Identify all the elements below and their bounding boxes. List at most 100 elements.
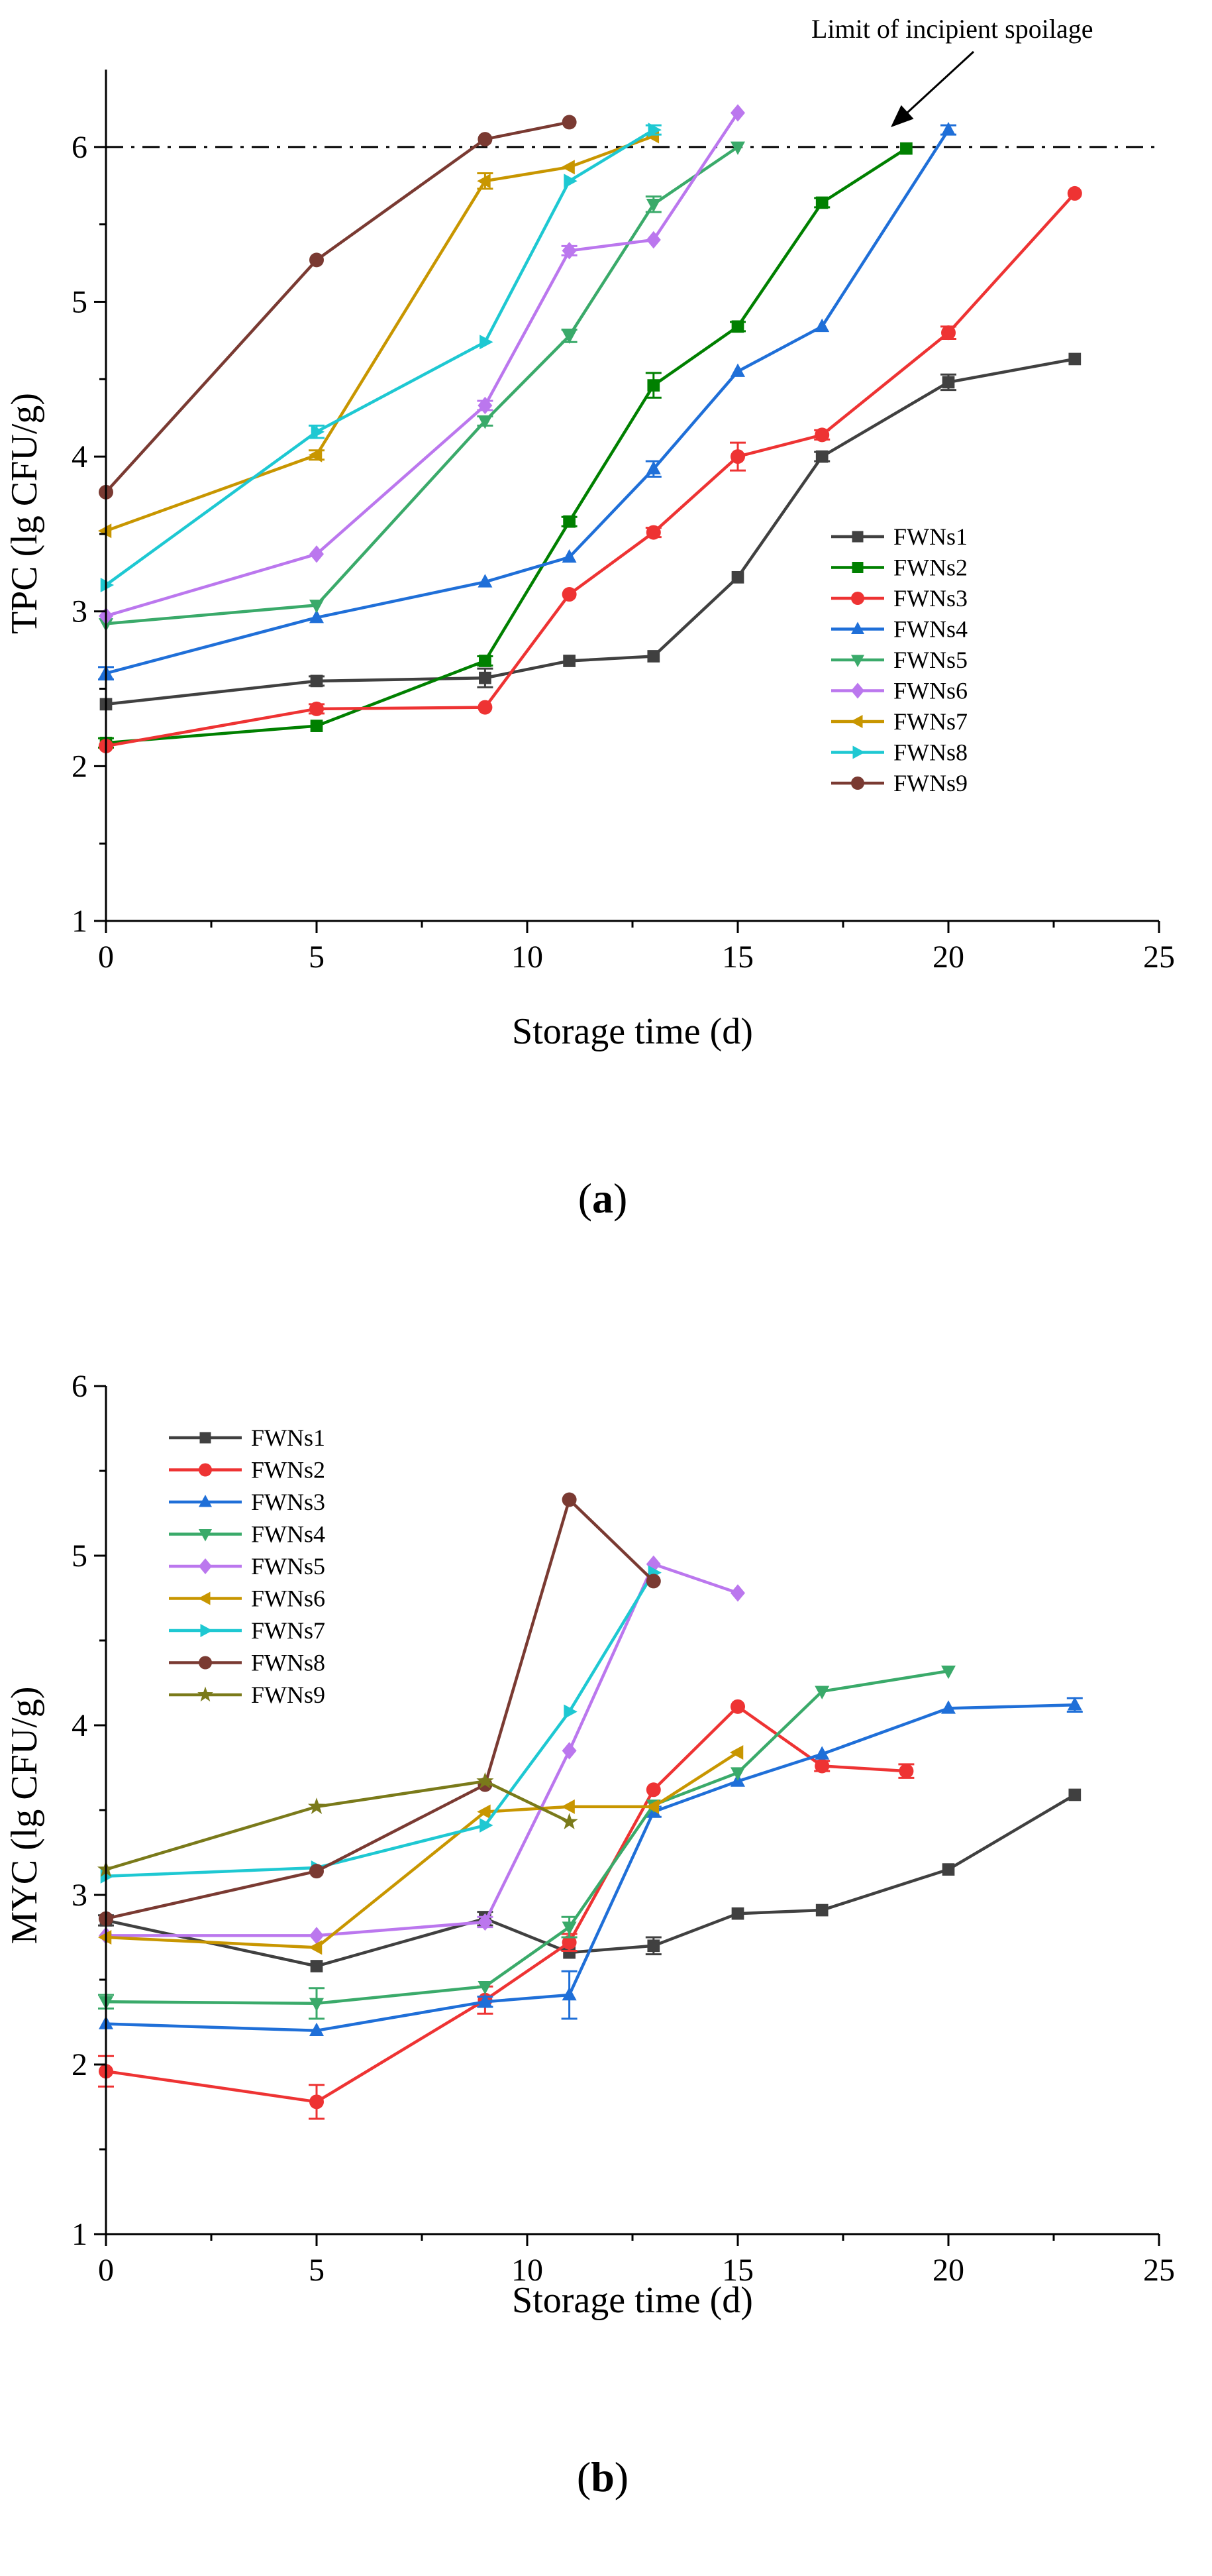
panel-a-data-point [309,252,324,268]
panel-a-data-point [478,396,493,415]
panel-b-legend-marker [199,1656,212,1670]
panel-b-data-point [731,1699,745,1714]
panel-a-data-point [309,609,324,623]
panel-b-legend-marker [199,1558,212,1574]
panel-b-legend-marker [200,1624,213,1637]
panel-a-series-line [105,121,570,494]
panel-b-data-point [646,1574,661,1589]
panel-b-legend-item: FWNs1 [169,1424,325,1451]
panel-b-data-point [646,1782,661,1798]
panel-a-y-tick-label: 4 [72,439,87,474]
panel-a-spoilage-annotation: Limit of incipient spoilage [811,14,1093,44]
panel-a-y-tick-label: 1 [72,904,87,939]
panel-a-legend-marker [850,715,863,728]
panel-b-legend-item: FWNs8 [169,1650,325,1676]
panel-b-y-tick-label: 1 [72,2217,87,2252]
panel-b-series-line [106,1562,738,1937]
panel-b-data-point [731,1767,745,1781]
panel-b-data-point [562,1492,577,1507]
panel-a-series-FWNs6 [99,104,745,625]
panel-b-legend-item: FWNs3 [169,1489,325,1515]
panel-b-legend-item: FWNs9 [169,1682,325,1708]
panel-a-data-point [900,142,913,155]
panel-a-data-point [731,449,745,464]
panel-a-legend-item: FWNs3 [831,585,968,612]
panel-a-y-tick-label: 3 [72,594,87,629]
panel-b-data-point [477,1804,491,1819]
panel-a-data-point [564,174,578,189]
panel-a-series-line [105,129,950,675]
panel-b-x-tick-label: 10 [511,2253,543,2288]
panel-b-y-tick-label: 2 [72,2047,87,2082]
panel-b-legend-label: FWNs5 [251,1553,325,1580]
panel-a-data-point [311,424,325,439]
panel-a-data-point [310,674,323,688]
panel-a-data-point [479,655,491,667]
panel-b-y-tick-label: 6 [72,1369,87,1404]
panel-a-data-point [941,325,956,341]
panel-a-data-point [479,671,491,684]
panel-a-label: (a) [578,1175,628,1222]
panel-b-data-point [941,1700,956,1714]
panel-a-legend-item: FWNs9 [831,770,968,796]
panel-b-data-point [562,1742,577,1760]
panel-a-series-line [105,112,739,617]
panel-a-data-point [815,196,829,209]
panel-a-data-point [477,174,491,189]
panel-a-data-point [942,376,955,389]
panel-a-series-FWNs3 [99,186,1082,753]
panel-a-annotation-arrowhead [891,105,914,127]
panel-a-data-point [646,460,661,475]
panel-b-legend-label: FWNs1 [251,1424,325,1451]
panel-a-x-tick-label: 10 [511,939,543,975]
panel-a-data-point [1068,352,1082,366]
panel-a-data-point [646,525,661,540]
panel-b-data-point [731,1907,744,1920]
panel-a-legend-label: FWNs2 [893,555,968,581]
panel-b-data-point [561,1799,575,1814]
panel-a-x-tick-label: 15 [722,939,754,975]
panel-b-data-point [310,1960,323,1972]
panel-a-series-line [105,145,739,625]
panel-b-series-FWNs6 [97,1744,744,1955]
panel-b-data-point [815,1758,830,1774]
panel-a-legend-item: FWNs4 [831,616,968,643]
panel-b-legend-label: FWNs7 [251,1617,325,1644]
panel-b-series-FWNs5 [99,1555,745,1945]
panel-b-y-tick-label: 5 [72,1538,87,1574]
panel-a-y-tick-label: 2 [72,749,87,784]
panel-b-legend-label: FWNs6 [251,1585,325,1612]
panel-b-series-line [105,1669,949,2006]
panel-b-data-point [941,1665,956,1680]
panel-a-annotation-arrow [899,50,975,121]
panel-a-data-point [815,427,830,443]
panel-a-y-tick-label: 6 [72,130,87,165]
panel-b-legend-marker [199,1495,212,1507]
panel-a-data-point [563,515,576,528]
panel-b-legend-marker [199,1463,212,1477]
panel-b-legend-item: FWNs2 [169,1457,325,1483]
panel-b-data-point [1067,1697,1082,1711]
panel-a-data-point [731,141,745,155]
panel-a-data-point [941,122,956,136]
panel-a-data-point [731,570,744,584]
panel-a-legend-label: FWNs7 [893,708,968,735]
panel-b-data-point [308,1940,323,1955]
panel-b-series-FWNs4 [98,1665,956,2020]
panel-a-y-axis-title: TPC (lg CFU/g) [4,393,45,634]
panel-a-legend-marker [851,592,864,605]
panel-b-data-point [309,1998,324,2012]
panel-a-legend-item: FWNs8 [831,739,968,766]
panel-b-y-axis-title: MYC (lg CFU/g) [4,1687,45,1945]
panel-b-data-point [560,1813,578,1829]
panel-b-legend-marker [197,1686,213,1702]
panel-a-legend-label: FWNs3 [893,585,968,612]
panel-b-data-point [563,1946,576,1959]
panel-a-data-point [309,600,324,614]
panel-b-legend-label: FWNs8 [251,1650,325,1676]
panel-a-legend-item: FWNs7 [831,708,968,735]
panel-b-data-point [562,1921,577,1935]
panel-a-x-axis-title: Storage time (d) [512,1011,753,1052]
panel-a-legend-label: FWNs1 [893,523,968,550]
